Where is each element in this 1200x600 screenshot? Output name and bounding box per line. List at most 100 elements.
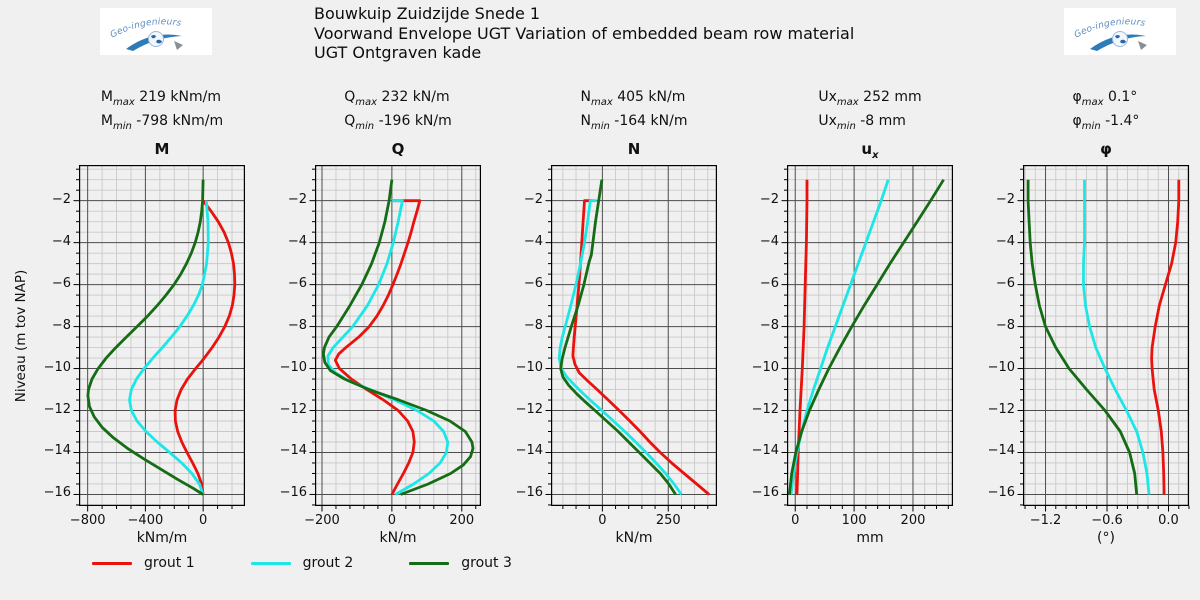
stat-phi-max: φmax 0.1° (1072, 89, 1138, 108)
plot-frame-N (551, 165, 718, 506)
plot-area-M (73, 165, 246, 512)
ytick-N-−2: −2 (523, 191, 543, 207)
stats-lines-M: Mmax 219 kNm/m Mmin -798 kNm/m (101, 88, 223, 136)
figure-title: Bouwkuip Zuidzijde Snede 1 Voorwand Enve… (314, 4, 854, 63)
ytick-phi-−14: −14 (987, 443, 1015, 459)
curve-M-grout-1 (173, 199, 237, 495)
legend-label-grout-3: grout 3 (461, 555, 512, 571)
figure-title-line-3: UGT Ontgraven kade (314, 43, 482, 62)
stats-lines-ux: Uxmax 252 mm Uxmin -8 mm (818, 88, 921, 136)
xtick-phi-0.0: 0.0 (1158, 513, 1179, 528)
stat-M-min: Mmin -798 kNm/m (100, 112, 224, 132)
legend-label-grout-1: grout 1 (144, 555, 195, 571)
plot-frame-ux (787, 165, 954, 506)
xaxis-label-Q: kN/m (379, 530, 417, 546)
ytick-Q-−2: −2 (287, 191, 307, 207)
logo-pen-nib (1138, 41, 1147, 50)
curve-ux-grout-3 (788, 178, 945, 495)
ytick-M-−16: −16 (43, 485, 71, 501)
curve-M-grout-3 (86, 179, 205, 496)
plot-area-Q (309, 165, 482, 512)
xtick-ux-100: 100 (841, 513, 867, 528)
logo-swoosh (126, 34, 182, 51)
ytick-ux-−10: −10 (751, 359, 779, 375)
plot-area-N (545, 165, 718, 512)
xtick-M-−800: −800 (69, 513, 106, 528)
xtick-Q-200: 200 (449, 513, 475, 528)
logo-swoosh (1090, 34, 1146, 51)
ytick-M-−14: −14 (43, 443, 71, 459)
ytick-Q-−4: −4 (287, 233, 307, 249)
curve-phi-grout-3 (1026, 179, 1139, 495)
logo-globe-continents (151, 35, 162, 44)
curve-Q-grout-1 (333, 199, 422, 496)
xtick-ux-200: 200 (900, 513, 926, 528)
ytick-N-−8: −8 (523, 317, 543, 333)
curve-N-grout-3 (559, 179, 677, 496)
ytick-Q-−14: −14 (279, 443, 307, 459)
ytick-M-−10: −10 (43, 359, 71, 375)
xtick-phi-−0.6: −0.6 (1091, 513, 1123, 528)
ytick-ux-−6: −6 (759, 275, 779, 291)
ytick-M-−6: −6 (51, 275, 71, 291)
xtick-M-−400: −400 (127, 513, 164, 528)
logo-geo-ingenieurs-right: Geo-ingenieurs (1064, 8, 1176, 55)
stat-Q-min: Qmin -196 kN/m (344, 112, 452, 132)
subplot-title-N: N (627, 140, 641, 158)
stats-M: Mmax 219 kNm/m Mmin -798 kNm/m (59, 88, 265, 136)
legend-item-grout-2: grout 2 (250, 555, 354, 571)
ytick-Q-−10: −10 (279, 359, 307, 375)
ytick-ux-−12: −12 (751, 401, 779, 417)
ytick-ux-−4: −4 (759, 233, 779, 249)
stats-lines-N: Nmax 405 kN/m Nmin -164 kN/m (581, 88, 688, 136)
logo-graphic: Geo-ingenieurs (1073, 17, 1147, 51)
legend-item-grout-3: grout 3 (409, 555, 512, 571)
legend-swatch-grout-3 (409, 561, 450, 565)
plot-frame-M (79, 165, 246, 506)
xaxis-label-M: kNm/m (136, 530, 188, 546)
stats-Q: Qmax 232 kN/m Qmin -196 kN/m (295, 88, 501, 136)
ytick-Q-−16: −16 (279, 485, 307, 501)
curve-Q-grout-3 (321, 179, 475, 496)
stat-M-max: Mmax 219 kNm/m (100, 89, 221, 108)
stat-N-min: Nmin -164 kN/m (580, 112, 688, 132)
ytick-ux-−2: −2 (759, 191, 779, 207)
curve-N-grout-2 (557, 199, 683, 496)
xaxis-label-N: kN/m (615, 530, 653, 546)
curve-phi-grout-1 (1150, 179, 1181, 495)
ytick-M-−8: −8 (51, 317, 71, 333)
xtick-phi-−1.2: −1.2 (1029, 513, 1062, 528)
ytick-M-−12: −12 (43, 401, 71, 417)
stats-N: Nmax 405 kN/m Nmin -164 kN/m (531, 88, 737, 136)
subplot-title-phi: φ (1100, 140, 1112, 158)
figure-title-line-1: Bouwkuip Zuidzijde Snede 1 (314, 4, 541, 23)
xtick-N-0: 0 (598, 513, 607, 528)
ytick-phi-−4: −4 (995, 233, 1015, 249)
stats-lines-Q: Qmax 232 kN/m Qmin -196 kN/m (344, 88, 452, 136)
xaxis-label-phi: (°) (1097, 530, 1115, 546)
ytick-N-−14: −14 (515, 443, 543, 459)
logo-graphic: Geo-ingenieurs (109, 17, 183, 51)
stat-ux-max: Uxmax 252 mm (818, 89, 922, 108)
curve-phi-grout-2 (1082, 179, 1151, 495)
curve-M-grout-2 (128, 200, 210, 495)
stat-phi-min: φmin -1.4° (1072, 112, 1140, 132)
xtick-Q-0: 0 (387, 513, 397, 528)
ytick-ux-−8: −8 (759, 317, 779, 333)
xtick-ux-0: 0 (791, 513, 800, 528)
ytick-ux-−14: −14 (751, 443, 779, 459)
ytick-Q-−8: −8 (287, 317, 307, 333)
stats-lines-phi: φmax 0.1° φmin -1.4° (1073, 88, 1140, 136)
ytick-phi-−12: −12 (987, 401, 1015, 417)
ytick-M-−4: −4 (51, 233, 71, 249)
ytick-N-−10: −10 (515, 359, 543, 375)
plot-frame-Q (315, 165, 482, 506)
logo-geo-ingenieurs-left: Geo-ingenieurs (100, 8, 212, 55)
subplot-title-Q: Q (391, 140, 405, 158)
ytick-phi-−10: −10 (987, 359, 1015, 375)
ytick-Q-−6: −6 (287, 275, 307, 291)
ytick-N-−12: −12 (515, 401, 543, 417)
logo-globe-continents (1115, 35, 1126, 44)
legend-label-grout-2: grout 2 (302, 555, 354, 571)
